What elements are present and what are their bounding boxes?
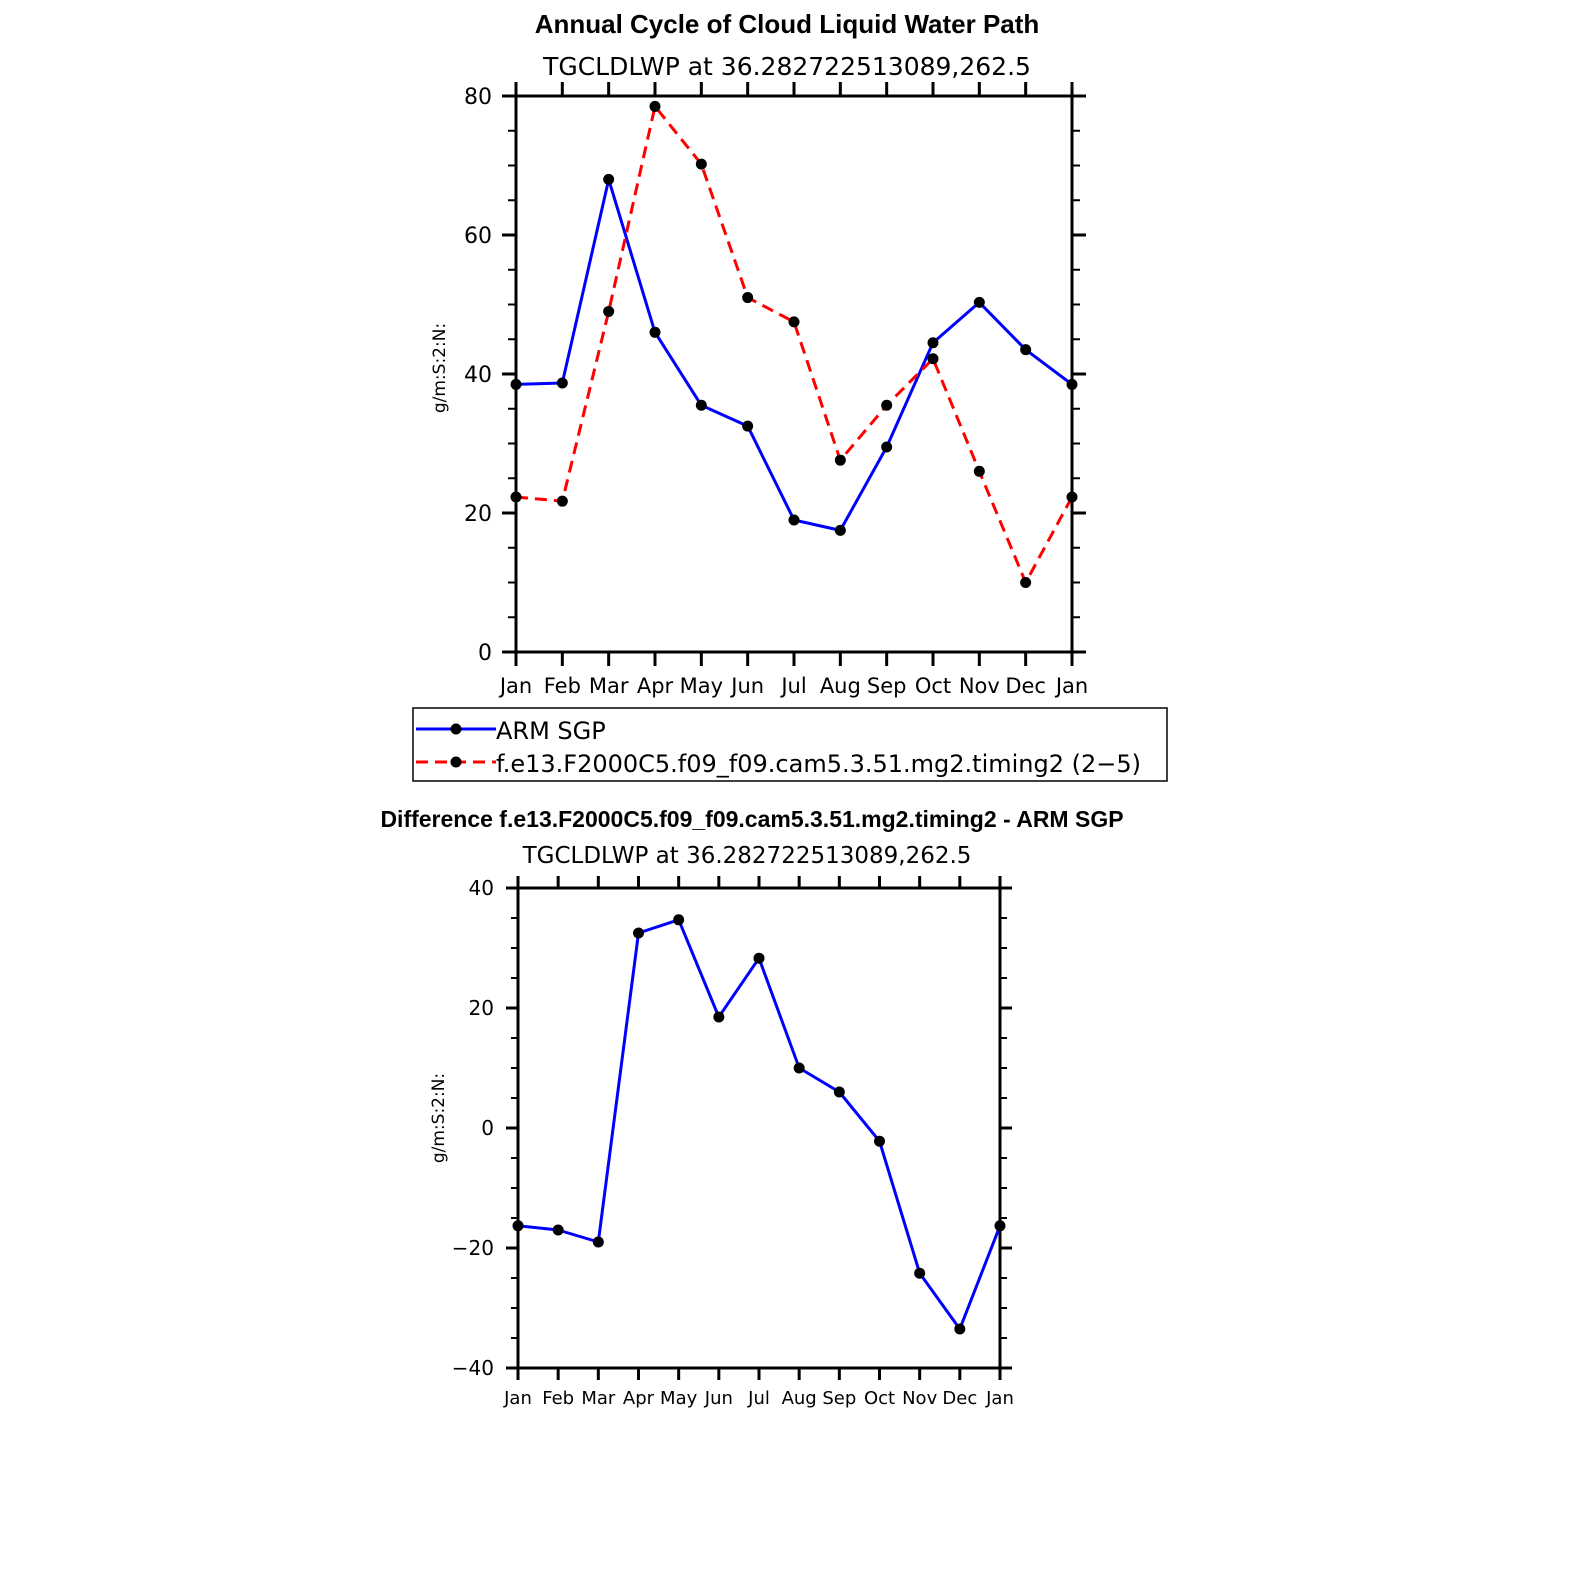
x-tick-label: May [660, 1388, 698, 1409]
x-tick-label: Jan [503, 1388, 532, 1409]
data-point [1020, 344, 1032, 356]
y-tick-label: 20 [469, 996, 494, 1020]
data-point [603, 173, 615, 185]
data-point [788, 514, 800, 526]
y-tick-label: −40 [452, 1356, 494, 1380]
data-point [994, 1220, 1006, 1232]
data-point [512, 1220, 524, 1232]
data-point [633, 927, 644, 939]
legend-marker-model [450, 756, 462, 768]
data-point [673, 914, 685, 926]
x-tick-label: Mar [589, 674, 629, 698]
data-point [973, 296, 985, 308]
data-point [874, 1135, 885, 1147]
legend-label-arm-sgp: ARM SGP [496, 717, 606, 745]
x-tick-label: Sep [822, 1388, 856, 1409]
data-point [881, 399, 893, 411]
data-point [510, 491, 522, 503]
x-tick-label: Jul [779, 674, 806, 698]
plot-area: −40 −20 0 20 40 Jan Feb Mar Apr May Jun Jul Aug Sep Oc… [452, 876, 1014, 1409]
x-tick-label: Nov [902, 1388, 937, 1409]
legend-box [412, 707, 1168, 782]
x-tick-label: Dec [942, 1388, 977, 1409]
y-tick-label: −20 [452, 1236, 494, 1260]
y-tick-label: 0 [478, 641, 492, 666]
y-axis-label: g/m:S:2:N: [429, 1073, 449, 1163]
data-point [1066, 491, 1078, 503]
y-tick-label: 40 [464, 363, 492, 388]
data-point [742, 292, 754, 304]
data-point [927, 353, 939, 365]
data-point [592, 1236, 604, 1248]
x-tick-label: Jun [729, 674, 764, 698]
x-tick-label: Apr [637, 674, 674, 698]
x-tick-label: Aug [782, 1388, 817, 1409]
data-point [552, 1224, 564, 1236]
data-point [914, 1267, 926, 1279]
chart-title: Annual Cycle of Cloud Liquid Water Path [535, 9, 1040, 39]
data-point [834, 454, 846, 466]
x-tick-label: Sep [867, 674, 907, 698]
x-tick-label: Aug [820, 674, 861, 698]
data-point [927, 337, 939, 349]
data-point [1020, 577, 1032, 588]
x-tick-label: Jan [1054, 674, 1088, 698]
series-line-0 [517, 918, 1002, 1331]
legend-entry-model: f.e13.F2000C5.f09_f09.cam5.3.51.mg2.timi… [416, 750, 1141, 778]
y-tick-label: 0 [481, 1116, 494, 1140]
chart-title: Difference f.e13.F2000C5.f09_f09.cam5.3.… [380, 806, 1123, 832]
x-tick-label: Feb [542, 1388, 574, 1409]
x-tick-label: Nov [959, 674, 1000, 698]
y-tick-label: 60 [464, 224, 492, 249]
x-tick-label: Oct [864, 1388, 895, 1409]
data-point [556, 377, 568, 389]
legend-entry-arm-sgp: ARM SGP [416, 717, 606, 745]
x-tick-label: Jun [704, 1388, 733, 1409]
data-point [833, 1086, 845, 1098]
y-tick-label: 20 [464, 502, 492, 527]
annual-cycle-chart: Annual Cycle of Cloud Liquid Water Path … [430, 9, 1088, 698]
y-tick-label: 80 [464, 85, 492, 110]
x-tick-label: Jan [498, 674, 532, 698]
legend-marker-arm-sgp [450, 723, 462, 735]
data-point [1066, 378, 1078, 390]
data-point [834, 524, 846, 536]
data-point [881, 441, 893, 453]
series-line-1 [515, 104, 1074, 584]
x-tick-label: Jan [985, 1388, 1014, 1409]
data-point [510, 378, 522, 390]
data-point [742, 420, 754, 432]
data-point [603, 305, 615, 317]
data-point [788, 316, 800, 328]
plot-area: 0 20 40 60 80 Jan Feb Mar Apr May Jun Jul Aug Sep Oct N… [464, 82, 1088, 698]
plot-frame [514, 94, 1074, 654]
data-point [649, 100, 661, 112]
legend-label-model: f.e13.F2000C5.f09_f09.cam5.3.51.mg2.timi… [496, 750, 1141, 778]
data-point [695, 399, 707, 411]
x-tick-label: Feb [544, 674, 581, 698]
chart-subtitle: TGCLDLWP at 36.282722513089,262.5 [522, 843, 972, 869]
x-tick-label: Apr [623, 1388, 655, 1409]
x-tick-label: Jul [747, 1388, 770, 1409]
data-point [793, 1062, 805, 1074]
data-point [973, 465, 985, 477]
legend: ARM SGP f.e13.F2000C5.f09_f09.cam5.3.51.… [412, 707, 1168, 782]
data-point [556, 495, 568, 507]
x-tick-label: Dec [1005, 674, 1046, 698]
x-tick-label: May [680, 674, 723, 698]
y-axis-label: g/m:S:2:N: [430, 323, 450, 413]
data-point [753, 952, 765, 964]
data-point [695, 158, 707, 170]
data-point [954, 1323, 966, 1335]
data-point [649, 326, 661, 338]
x-tick-label: Oct [915, 674, 951, 698]
x-tick-label: Mar [581, 1388, 616, 1409]
chart-subtitle: TGCLDLWP at 36.282722513089,262.5 [542, 52, 1031, 81]
y-tick-label: 40 [469, 876, 494, 900]
data-point [713, 1011, 725, 1023]
difference-chart: Difference f.e13.F2000C5.f09_f09.cam5.3.… [380, 806, 1123, 1409]
